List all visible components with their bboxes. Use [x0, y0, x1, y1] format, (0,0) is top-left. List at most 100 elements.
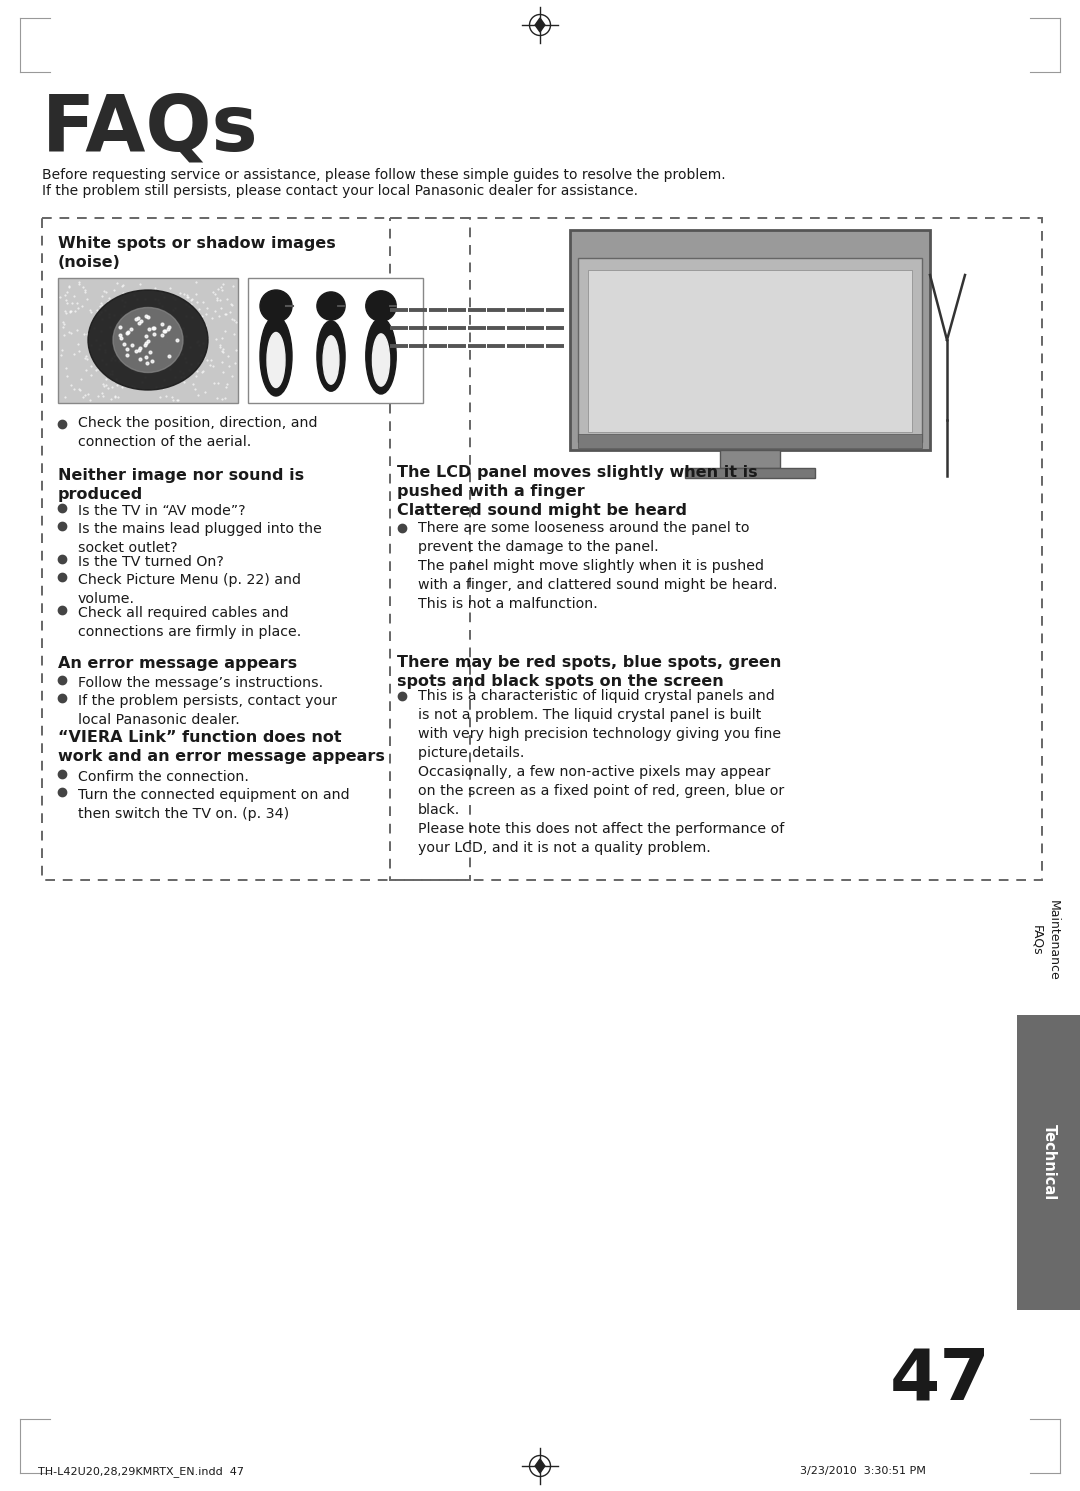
Bar [685, 468, 815, 479]
Point [106, 347, 123, 371]
Point [77, 346, 94, 370]
Point [141, 319, 159, 343]
Point [113, 288, 131, 312]
Point [148, 374, 165, 398]
Point [104, 346, 121, 370]
Point [109, 374, 126, 398]
Point [118, 324, 135, 347]
Point [148, 350, 165, 374]
Point [178, 285, 195, 309]
Point [127, 286, 145, 310]
Point [220, 353, 238, 377]
Point [217, 386, 234, 410]
Point [93, 292, 110, 316]
Point [184, 373, 201, 397]
Point [127, 332, 145, 356]
Point [52, 285, 69, 309]
Text: The LCD panel moves slightly when it is
pushed with a finger
Clattered sound mig: The LCD panel moves slightly when it is … [397, 465, 758, 519]
Point [119, 341, 136, 365]
Point [147, 276, 164, 300]
Point [104, 362, 121, 386]
Point [94, 380, 111, 404]
Point [63, 322, 80, 346]
Point [177, 325, 194, 349]
Point [218, 373, 235, 397]
Point [178, 283, 195, 307]
Point [103, 347, 120, 371]
Ellipse shape [87, 291, 208, 391]
Point [190, 297, 207, 321]
Point [148, 324, 165, 347]
Point [125, 283, 143, 307]
Point [100, 286, 118, 310]
Point [159, 330, 176, 353]
Ellipse shape [113, 307, 183, 373]
Point [95, 279, 112, 303]
Point [85, 316, 103, 340]
Point [227, 338, 244, 362]
Point [152, 325, 170, 349]
Point [116, 289, 133, 313]
Point [119, 325, 136, 349]
Point [164, 388, 181, 412]
Point [193, 304, 211, 328]
Point [56, 283, 73, 307]
Point [81, 388, 98, 412]
Point [92, 294, 109, 318]
Point [67, 298, 84, 322]
Text: Check Picture Menu (p. 22) and
volume.: Check Picture Menu (p. 22) and volume. [78, 573, 301, 605]
Point [126, 359, 144, 383]
Point [190, 330, 207, 353]
Point [167, 322, 185, 346]
Point [108, 367, 125, 391]
Point [87, 328, 105, 352]
Point [180, 335, 198, 359]
Point [176, 346, 193, 370]
Point [158, 385, 175, 409]
Point [72, 367, 90, 391]
Point [191, 334, 208, 358]
Point [147, 288, 164, 312]
Point [206, 282, 224, 306]
Point [153, 294, 171, 318]
Point [125, 298, 143, 322]
Bar [248, 277, 423, 403]
Point [75, 385, 92, 409]
Point [80, 382, 97, 406]
Point [78, 322, 95, 346]
Point [156, 285, 173, 309]
Point [92, 300, 109, 324]
Text: 47: 47 [890, 1345, 990, 1413]
Text: 3/23/2010  3:30:51 PM: 3/23/2010 3:30:51 PM [800, 1466, 926, 1476]
Point [218, 288, 235, 312]
Point [202, 349, 219, 373]
Point [150, 350, 167, 374]
Point [203, 306, 220, 330]
Point [183, 292, 200, 316]
Point [189, 350, 206, 374]
Point [146, 327, 163, 350]
Text: Maintenance
FAQs: Maintenance FAQs [1030, 899, 1059, 981]
Point [170, 388, 187, 412]
Point [127, 297, 145, 321]
Point [224, 274, 241, 298]
Point [214, 327, 231, 350]
Point [144, 341, 161, 365]
Point [173, 365, 190, 389]
Point [109, 271, 126, 295]
Point [143, 303, 160, 327]
Point [213, 295, 230, 319]
Point [82, 334, 99, 358]
Point [221, 300, 239, 324]
Point [141, 321, 159, 344]
Point [161, 276, 178, 300]
Point [66, 343, 83, 367]
Point [175, 361, 192, 385]
Text: This is a characteristic of liquid crystal panels and
is not a problem. The liqu: This is a characteristic of liquid cryst… [418, 689, 784, 854]
Point [60, 276, 78, 300]
Point [122, 330, 139, 353]
Point [194, 359, 212, 383]
Point [110, 385, 127, 409]
Point [125, 334, 143, 358]
Point [166, 295, 184, 319]
